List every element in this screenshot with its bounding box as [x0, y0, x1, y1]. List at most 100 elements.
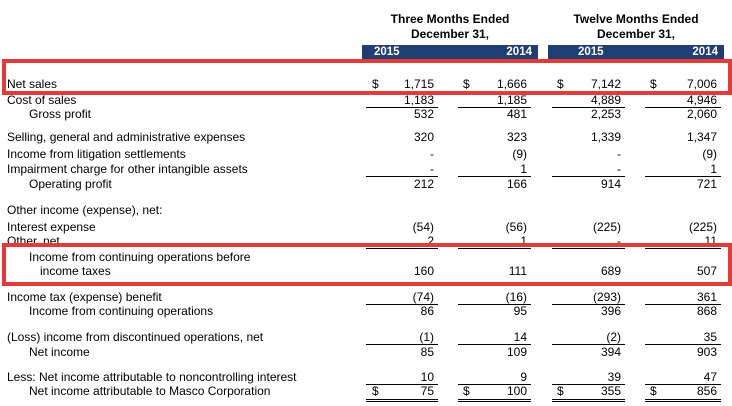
currency-symbol: $: [463, 384, 470, 398]
cell-value: 2: [427, 234, 434, 248]
cell-value: 160: [413, 264, 434, 278]
cell-value: 212: [413, 177, 434, 191]
cell-value: 1,715: [403, 77, 434, 91]
subtotal-underline: [552, 344, 625, 345]
cell-value: 868: [696, 304, 717, 318]
cell-value: 95: [513, 304, 527, 318]
cell-value: 903: [696, 345, 717, 359]
cell-value: 109: [506, 345, 527, 359]
cell-value: (293): [592, 290, 621, 304]
cell-value: 7,006: [686, 77, 717, 91]
cell-value: 361: [696, 290, 717, 304]
total-double-underline: [552, 399, 625, 402]
cell-value: 721: [696, 177, 717, 191]
cell-value: 507: [696, 264, 717, 278]
row-label: Other income (expense), net:: [7, 203, 163, 217]
cell-value: 1,339: [590, 130, 621, 144]
subtotal-underline: [366, 176, 438, 177]
pretax-income-highlight: [2, 243, 732, 286]
cell-value: (225): [592, 220, 621, 234]
currency-symbol: $: [650, 77, 657, 91]
cell-value: 35: [703, 330, 717, 344]
cell-value: 532: [413, 107, 434, 121]
subtotal-underline: [458, 304, 531, 305]
row-label: Selling, general and administrative expe…: [7, 130, 246, 144]
currency-symbol: $: [372, 77, 379, 91]
subtotal-underline: [552, 176, 625, 177]
subtotal-underline: [366, 107, 438, 108]
subtotal-underline: [366, 304, 438, 305]
three-months-header: Three Months Ended December 31,: [362, 12, 538, 42]
cell-value: (54): [412, 220, 434, 234]
cell-value: -: [430, 162, 434, 176]
twelve-months-year-bar: 2015 2014: [548, 45, 724, 59]
row-label: Net sales: [7, 77, 58, 91]
row-label: (Loss) income from discontinued operatio…: [7, 330, 264, 344]
row-label: Net income attributable to Masco Corpora…: [29, 384, 271, 398]
subtotal-underline: [645, 384, 721, 385]
cell-value: 320: [413, 130, 434, 144]
cell-value: 481: [506, 107, 527, 121]
total-double-underline: [366, 399, 438, 402]
subtotal-underline: [366, 384, 438, 385]
cell-value: 9: [520, 370, 527, 384]
twelve-months-header-line1: Twelve Months Ended: [573, 12, 699, 26]
row-label: Cost of sales: [7, 93, 77, 107]
cell-value: (225): [688, 220, 717, 234]
total-double-underline: [458, 399, 531, 402]
row-label: Net income: [29, 345, 90, 359]
cell-value: 2,253: [590, 107, 621, 121]
row-label: Operating profit: [29, 177, 112, 191]
cell-value: 47: [703, 370, 717, 384]
cell-value: 1: [710, 162, 717, 176]
cell-value: 4,946: [686, 93, 717, 107]
cell-value: -: [617, 162, 621, 176]
three-months-year-bar: 2015 2014: [362, 45, 538, 59]
subtotal-underline: [645, 107, 721, 108]
cell-value: 39: [607, 370, 621, 384]
year-2014-y: 2014: [692, 46, 718, 58]
subtotal-underline: [552, 304, 625, 305]
cell-value: 4,889: [590, 93, 621, 107]
year-2014-q: 2014: [506, 46, 532, 58]
cell-value: (1): [419, 330, 434, 344]
twelve-months-header: Twelve Months Ended December 31,: [548, 12, 724, 42]
cell-value: 166: [506, 177, 527, 191]
subtotal-underline: [458, 176, 531, 177]
subtotal-underline: [458, 248, 531, 249]
cell-value: 1,347: [686, 130, 717, 144]
subtotal-underline: [552, 384, 625, 385]
cell-value: -: [617, 147, 621, 161]
row-label: Income from continuing operations: [29, 304, 214, 318]
cell-value: (56): [505, 220, 527, 234]
subtotal-underline: [552, 107, 625, 108]
cell-value: -: [430, 147, 434, 161]
cell-value: 355: [600, 384, 621, 398]
row-label: Impairment charge for other intangible a…: [7, 162, 248, 176]
currency-symbol: $: [557, 384, 564, 398]
row-label: Income from litigation settlements: [7, 147, 186, 161]
cell-value: 689: [600, 264, 621, 278]
row-label: Interest expense: [7, 220, 96, 234]
currency-symbol: $: [557, 77, 564, 91]
cell-value: -: [617, 234, 621, 248]
total-double-underline: [645, 399, 721, 402]
cell-value: 7,142: [590, 77, 621, 91]
row-label: Gross profit: [29, 107, 92, 121]
cell-value: 10: [420, 370, 434, 384]
three-months-header-line1: Three Months Ended: [390, 12, 510, 26]
subtotal-underline: [458, 344, 531, 345]
cell-value: 1,185: [496, 93, 527, 107]
subtotal-underline: [552, 248, 625, 249]
cell-value: (9): [512, 147, 527, 161]
subtotal-underline: [366, 248, 438, 249]
cell-value: 914: [600, 177, 621, 191]
cell-value: 111: [508, 264, 527, 278]
cell-value: 86: [420, 304, 434, 318]
year-2015-q: 2015: [374, 46, 400, 58]
year-2015-y: 2015: [578, 46, 604, 58]
cell-value: 1: [520, 162, 527, 176]
row-label: income taxes: [40, 264, 111, 278]
cell-value: 396: [600, 304, 621, 318]
row-label: Less: Net income attributable to noncont…: [7, 370, 297, 384]
